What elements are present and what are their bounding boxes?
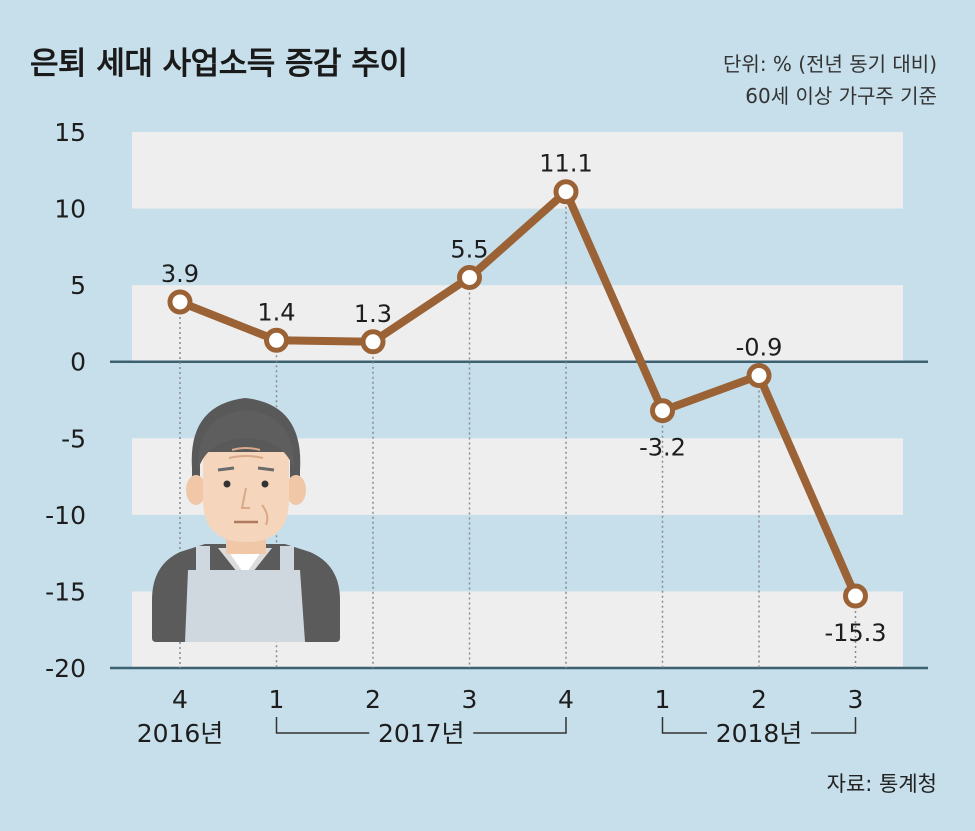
value-label: 1.3	[354, 300, 392, 328]
year-group-label: 2016년	[137, 719, 224, 748]
data-point	[457, 264, 482, 290]
x-tick-label: 4	[172, 685, 188, 714]
source-note: 자료: 통계청	[826, 772, 937, 796]
grid-band	[132, 285, 903, 362]
data-point	[553, 179, 579, 205]
data-point	[167, 289, 193, 315]
year-bracket	[275, 717, 567, 734]
y-tick-label: -20	[45, 654, 86, 683]
y-tick-label: -15	[45, 577, 86, 606]
data-point	[746, 362, 772, 388]
data-points	[167, 179, 868, 609]
value-label: -3.2	[639, 434, 686, 462]
y-tick-labels: 15 10 5 0 -5 -10 -15 -20	[45, 118, 86, 683]
series-line	[176, 187, 860, 601]
x-tick-label: 1	[655, 685, 671, 714]
year-group-label: 2017년	[378, 719, 465, 748]
x-tick-label: 3	[462, 685, 478, 714]
data-point	[360, 329, 386, 355]
x-tick-label: 3	[848, 685, 864, 714]
y-tick-label: -5	[61, 424, 86, 453]
value-label: 1.4	[257, 298, 295, 326]
data-point	[843, 583, 868, 609]
year-group-label: 2018년	[716, 719, 803, 748]
elderly-man-icon	[152, 398, 340, 642]
y-tick-label: -10	[45, 501, 86, 530]
x-tick-labels: 4 1 2 3 4 1 2 3	[172, 685, 863, 714]
value-label: -0.9	[736, 333, 783, 361]
chart-title: 은퇴 세대 사업소득 증감 추이	[30, 46, 408, 82]
x-tick-label: 4	[558, 685, 574, 714]
year-groups: 2016년 2017년 2018년	[137, 717, 857, 748]
unit-note: 단위: % (전년 동기 대비)	[723, 52, 937, 76]
value-labels: 3.9 1.4 1.3 5.5 11.1 -3.2 -0.9 -15.3	[161, 150, 887, 647]
basis-note: 60세 이상 가구주 기준	[745, 84, 937, 108]
value-label: 11.1	[539, 150, 592, 178]
x-tick-label: 2	[751, 685, 767, 714]
value-label: 3.9	[161, 260, 199, 288]
y-tick-label: 10	[54, 195, 86, 224]
data-point	[264, 327, 289, 353]
x-tick-label: 1	[269, 685, 285, 714]
value-label: -15.3	[824, 619, 886, 647]
y-tick-label: 0	[70, 348, 86, 377]
year-bracket	[661, 717, 857, 734]
y-tick-label: 15	[54, 118, 86, 147]
zero-line	[110, 360, 928, 670]
data-point	[650, 398, 675, 424]
x-tick-label: 2	[365, 685, 381, 714]
y-tick-label: 5	[70, 271, 86, 300]
value-label: 5.5	[450, 235, 488, 263]
series-polyline	[176, 187, 860, 601]
grid-band	[132, 132, 903, 209]
